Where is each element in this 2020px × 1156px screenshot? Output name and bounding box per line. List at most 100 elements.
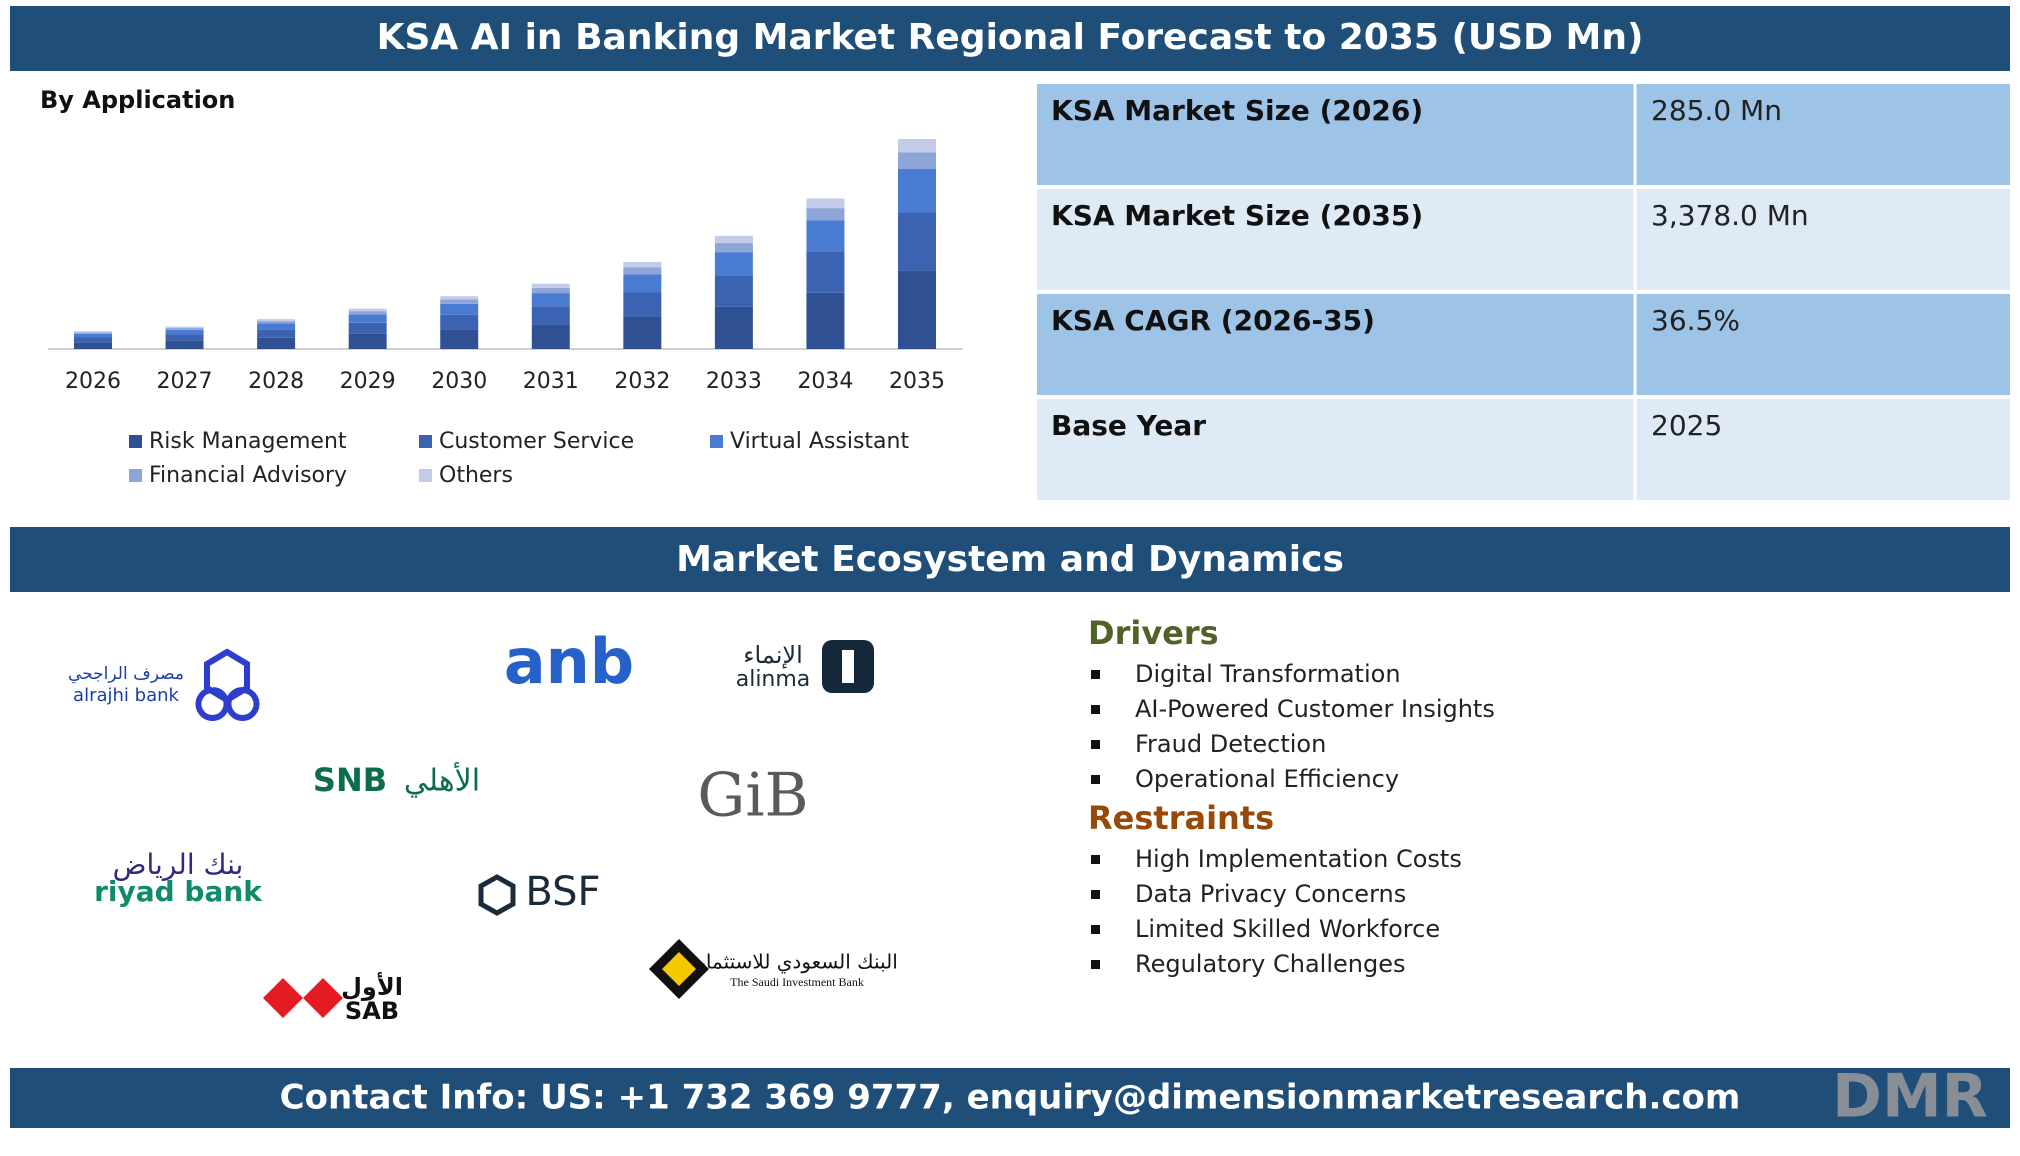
logo-name: alinma [736,667,811,692]
bullet [1091,925,1100,934]
bar-segment [440,296,479,300]
bar-segment [74,342,112,349]
legend-label: Customer Service [439,429,634,454]
list-heading: Restraints [1088,799,1274,837]
bar-segment [531,324,570,349]
bar-segment [623,316,662,349]
bar-segment [806,292,845,349]
bar-segment [165,329,204,335]
footer-contact: Contact Info: US: +1 732 369 9777, enqui… [280,1078,1741,1118]
logo-name: anb [504,625,634,698]
legend-label: Virtual Assistant [730,429,909,454]
list-item: Digital Transformation [1135,660,1401,688]
legend-swatch [129,435,142,448]
bar-segment [165,327,204,330]
bar-segment [440,299,479,304]
bar-segment [898,169,936,213]
logo-icon [283,978,323,1018]
table-label: Base Year [1051,409,1206,442]
list-item: Fraud Detection [1135,730,1326,758]
bar-segment [165,334,204,341]
list-item: Operational Efficiency [1135,765,1399,793]
bar-segment [348,311,387,315]
table-value: 2025 [1651,409,1722,442]
bar-segment [623,274,662,293]
bar-segment [898,152,936,170]
bar-segment [440,314,479,330]
bar-segment [623,292,662,317]
bar-segment [806,198,845,209]
legend-swatch [419,435,432,448]
bar-segment [898,270,936,349]
bullet [1091,890,1100,899]
table-label: KSA CAGR (2026-35) [1051,304,1375,337]
x-tick-label: 2027 [157,369,213,394]
bar-segment [714,275,753,307]
bar-segment [623,267,662,275]
bar-segment [348,333,387,349]
bar-segment [74,331,112,333]
bullet [1091,740,1100,749]
legend-swatch [419,469,432,482]
table-value: 36.5% [1651,304,1740,337]
chart-title: By Application [40,86,235,114]
logo-icon [662,952,696,986]
table-value: 285.0 Mn [1651,94,1782,127]
bar-segment [714,243,753,253]
bar-segment [257,329,296,338]
bullet [1091,960,1100,969]
x-tick-label: 2026 [65,369,121,394]
logo-arabic: الإنماء [743,641,803,669]
header-bar [10,6,2010,71]
table-label: KSA Market Size (2035) [1051,199,1423,232]
logo-icon [195,648,260,721]
logo-name: The Saudi Investment Bank [730,975,864,989]
logo-name: GiB [697,761,808,831]
legend-label: Financial Advisory [149,463,347,488]
x-tick-label: 2033 [706,369,762,394]
bar-segment [348,308,387,312]
bar-segment [531,283,570,288]
bar-segment [714,306,753,349]
bullet [1091,705,1100,714]
table-row [1037,399,2010,500]
legend-label: Others [439,463,513,488]
bar-segment [257,319,296,322]
bar-segment [531,306,570,325]
bar-segment [531,287,570,294]
bar-segment [898,139,936,153]
list-item: Regulatory Challenges [1135,950,1405,978]
section-title: Market Ecosystem and Dynamics [676,539,1344,580]
x-tick-label: 2035 [889,369,945,394]
logo-icon [842,650,854,683]
logo-name: BSF [525,869,600,915]
legend-swatch [129,469,142,482]
table-row [1037,189,2010,290]
x-tick-label: 2029 [340,369,396,394]
bar-segment [440,329,479,349]
bar-segment [714,252,753,276]
table-value: 3,378.0 Mn [1651,199,1809,232]
legend-label: Risk Management [149,429,347,454]
logo-icon [478,874,516,916]
logo-name: riyad bank [94,875,263,908]
bar-segment [257,321,296,324]
logo-arabic: البنك السعودي للاستثمار [695,950,898,975]
table-row [1037,84,2010,185]
bar-segment [348,322,387,334]
list-item: Limited Skilled Workforce [1135,915,1440,943]
list-item: Data Privacy Concerns [1135,880,1406,908]
bar-segment [348,314,387,323]
x-tick-label: 2032 [614,369,670,394]
header-title: KSA AI in Banking Market Regional Foreca… [377,17,1644,58]
section-bar [10,527,2010,592]
bar-segment [74,332,112,334]
list-item: High Implementation Costs [1135,845,1462,873]
bar-segment [74,337,112,343]
x-tick-label: 2031 [523,369,579,394]
bar-segment [714,235,753,244]
bullet [1091,855,1100,864]
bar-segment [806,251,845,293]
legend-swatch [710,435,723,448]
